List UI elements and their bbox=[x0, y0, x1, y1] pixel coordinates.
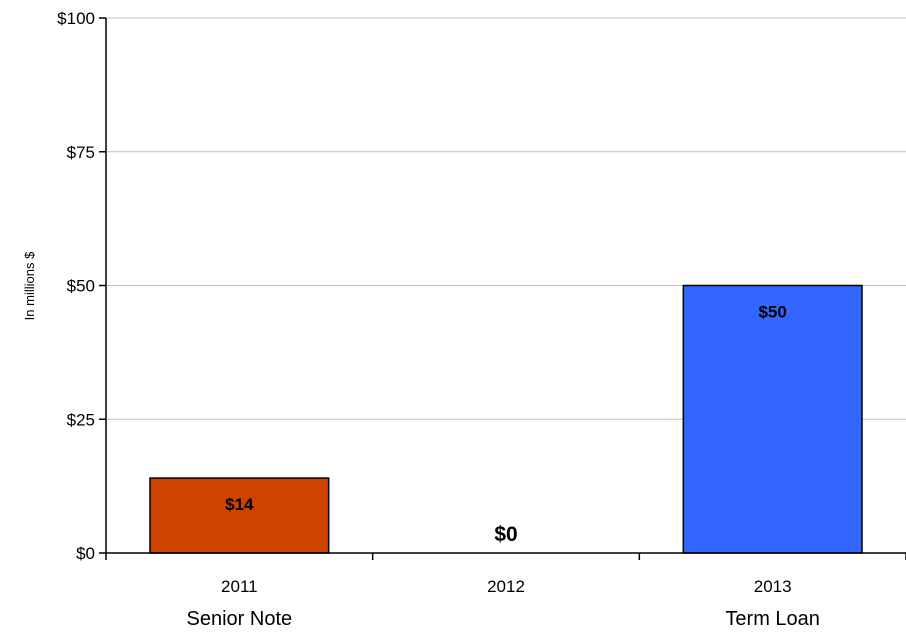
y-tick-label: $0 bbox=[76, 544, 95, 563]
y-axis-title: In millions $ bbox=[22, 251, 37, 320]
x-category-label: 2011 bbox=[221, 577, 258, 596]
bar bbox=[682, 284, 863, 554]
x-categories: 2011 Senior Note 2012 2013 Term Loan bbox=[105, 553, 906, 630]
x-subcategory-label: Term Loan bbox=[725, 608, 820, 630]
x-category-label: 2013 bbox=[754, 577, 792, 596]
y-tick-label: $50 bbox=[67, 277, 95, 296]
bar bbox=[149, 477, 330, 554]
y-tick-label: $25 bbox=[67, 410, 95, 429]
data-label: $14 bbox=[225, 495, 254, 514]
data-label: $50 bbox=[758, 303, 786, 322]
y-tick-label: $100 bbox=[57, 9, 95, 28]
y-tick-label: $75 bbox=[67, 143, 95, 162]
x-subcategory-label: Senior Note bbox=[187, 608, 293, 630]
data-label: $0 bbox=[494, 523, 517, 546]
y-ticks: $0 $25 $50 $75 $100 bbox=[57, 9, 106, 563]
data-labels: $14 $0 $50 bbox=[225, 303, 787, 547]
x-category-label: 2012 bbox=[487, 577, 525, 596]
